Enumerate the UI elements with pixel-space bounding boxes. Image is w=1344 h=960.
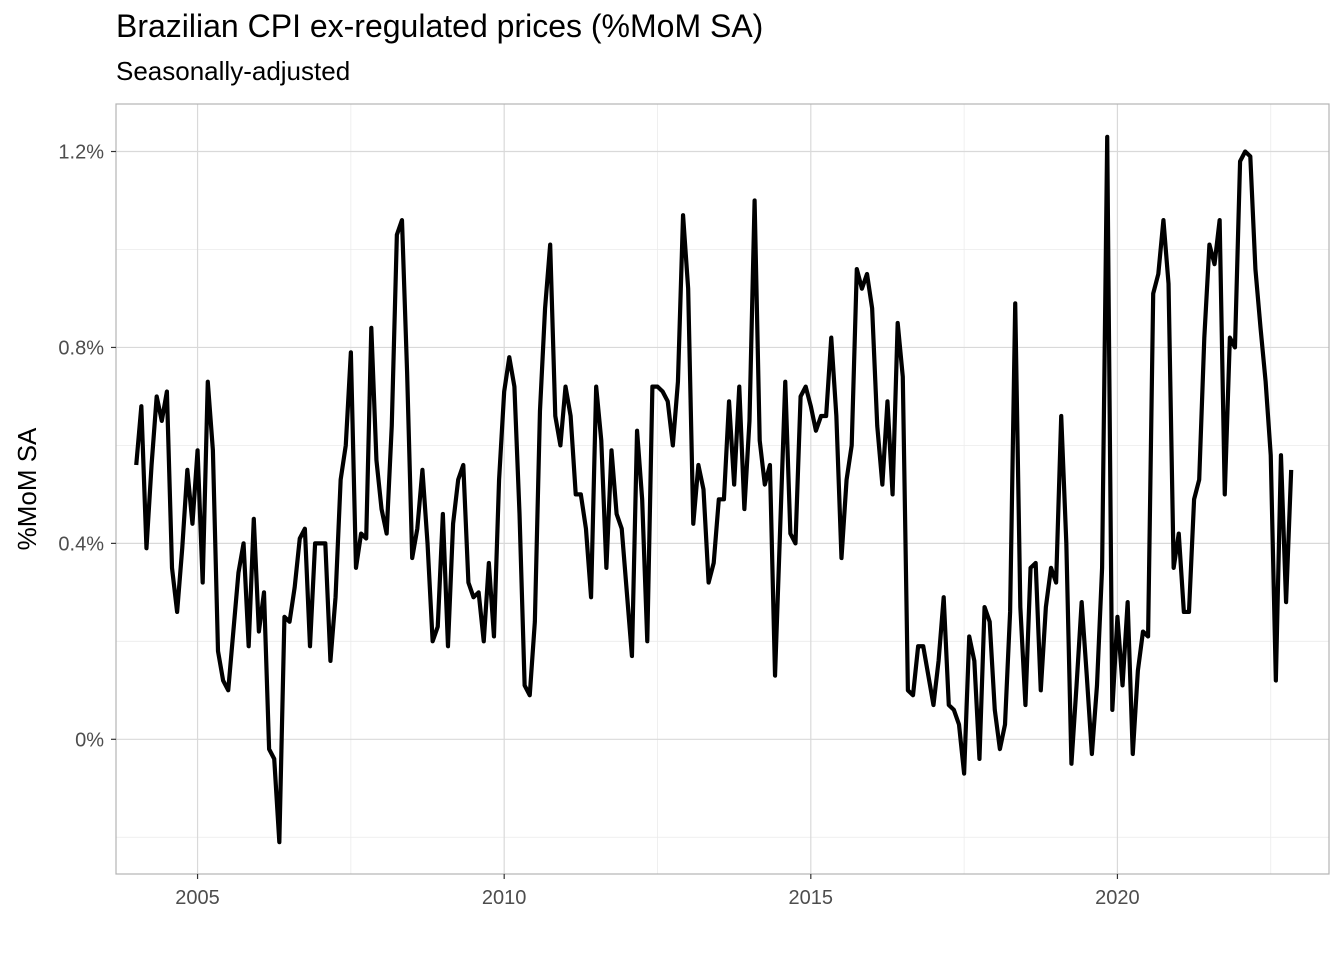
- y-axis-title: %MoM SA: [12, 427, 42, 550]
- plot-panel-border: [115, 103, 1330, 875]
- x-axis-ticks: 2005 2010 2015 2020: [175, 874, 1140, 909]
- chart-subtitle: Seasonally-adjusted: [116, 56, 351, 86]
- x-tick-label: 2005: [175, 887, 220, 909]
- y-tick-label: 0.8%: [58, 337, 104, 359]
- x-tick-label: 2010: [482, 887, 527, 909]
- y-axis-ticks: 0% 0.4% 0.8% 1.2%: [58, 142, 116, 751]
- x-tick-label: 2015: [789, 887, 834, 909]
- y-tick-label: 1.2%: [58, 142, 104, 164]
- chart-title: Brazilian CPI ex-regulated prices (%MoM …: [116, 8, 764, 44]
- series-layer: [134, 134, 1294, 845]
- series-line: [134, 134, 1294, 845]
- x-tick-label: 2020: [1095, 887, 1140, 909]
- y-tick-label: 0%: [75, 729, 104, 751]
- major-gridlines: [116, 104, 1329, 874]
- y-tick-label: 0.4%: [58, 533, 104, 555]
